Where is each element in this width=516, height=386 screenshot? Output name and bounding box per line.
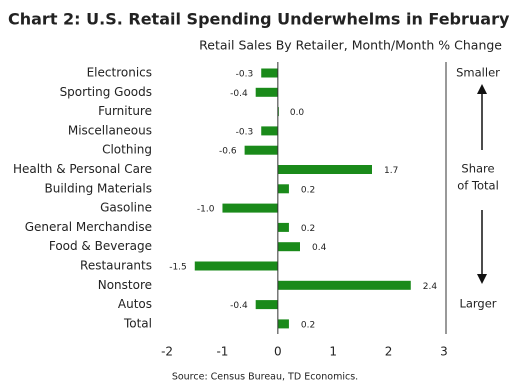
y-tick-label: Food & Beverage bbox=[49, 239, 152, 253]
bar bbox=[244, 145, 278, 155]
bar bbox=[194, 261, 278, 271]
x-tick-label: -1 bbox=[216, 345, 228, 359]
y-tick-label: Building Materials bbox=[45, 181, 153, 195]
value-label: 2.4 bbox=[423, 282, 438, 292]
y-tick-label: Restaurants bbox=[80, 259, 152, 273]
value-label: -0.4 bbox=[230, 89, 248, 99]
y-tick-label: Health & Personal Care bbox=[13, 162, 152, 176]
arrow-head bbox=[477, 84, 487, 94]
annotation: Larger bbox=[459, 297, 496, 311]
bar bbox=[255, 300, 278, 310]
chart-title: Chart 2: U.S. Retail Spending Underwhelm… bbox=[8, 10, 510, 29]
annotation: Share bbox=[461, 162, 494, 176]
bar bbox=[277, 222, 289, 232]
chart-subtitle: Retail Sales By Retailer, Month/Month % … bbox=[199, 38, 502, 53]
bar bbox=[255, 87, 278, 97]
value-label: -1.5 bbox=[169, 263, 187, 273]
bar bbox=[261, 68, 278, 78]
value-label: 0.2 bbox=[301, 224, 315, 234]
value-label: -1.0 bbox=[197, 205, 215, 215]
bar bbox=[277, 280, 411, 290]
bar bbox=[261, 126, 278, 136]
value-label: 0.4 bbox=[312, 243, 327, 253]
bar bbox=[277, 184, 289, 194]
value-label: -0.6 bbox=[219, 147, 237, 157]
annotation: Smaller bbox=[456, 66, 500, 80]
value-label: -0.3 bbox=[236, 127, 254, 137]
value-label: 0.2 bbox=[301, 320, 315, 330]
y-tick-label: Total bbox=[123, 316, 152, 330]
annotation: of Total bbox=[457, 179, 499, 193]
y-tick-label: Gasoline bbox=[100, 201, 152, 215]
value-label: -0.3 bbox=[236, 70, 254, 80]
bar bbox=[277, 165, 372, 174]
value-label: 0.0 bbox=[290, 108, 305, 118]
x-tick-label: 1 bbox=[329, 345, 337, 359]
bar bbox=[277, 242, 300, 252]
bar bbox=[222, 203, 278, 213]
x-tick-label: 2 bbox=[385, 345, 393, 359]
y-tick-label: Clothing bbox=[102, 143, 152, 157]
source: Source: Census Bureau, TD Economics. bbox=[172, 372, 358, 383]
y-tick-label: Autos bbox=[118, 297, 152, 311]
value-label: -0.4 bbox=[230, 301, 248, 311]
bar bbox=[277, 319, 289, 329]
y-tick-label: Miscellaneous bbox=[68, 123, 152, 137]
arrow-head bbox=[477, 274, 487, 284]
value-label: 0.2 bbox=[301, 185, 315, 195]
x-tick-label: 0 bbox=[274, 345, 282, 359]
x-tick-label: 3 bbox=[440, 345, 448, 359]
x-tick-label: -2 bbox=[161, 345, 173, 359]
value-label: 1.7 bbox=[384, 166, 398, 176]
y-tick-label: Electronics bbox=[87, 66, 152, 80]
y-tick-label: Sporting Goods bbox=[60, 85, 152, 99]
y-tick-label: Furniture bbox=[98, 104, 152, 118]
y-tick-label: General Merchandise bbox=[25, 220, 152, 234]
y-tick-label: Nonstore bbox=[98, 278, 152, 292]
